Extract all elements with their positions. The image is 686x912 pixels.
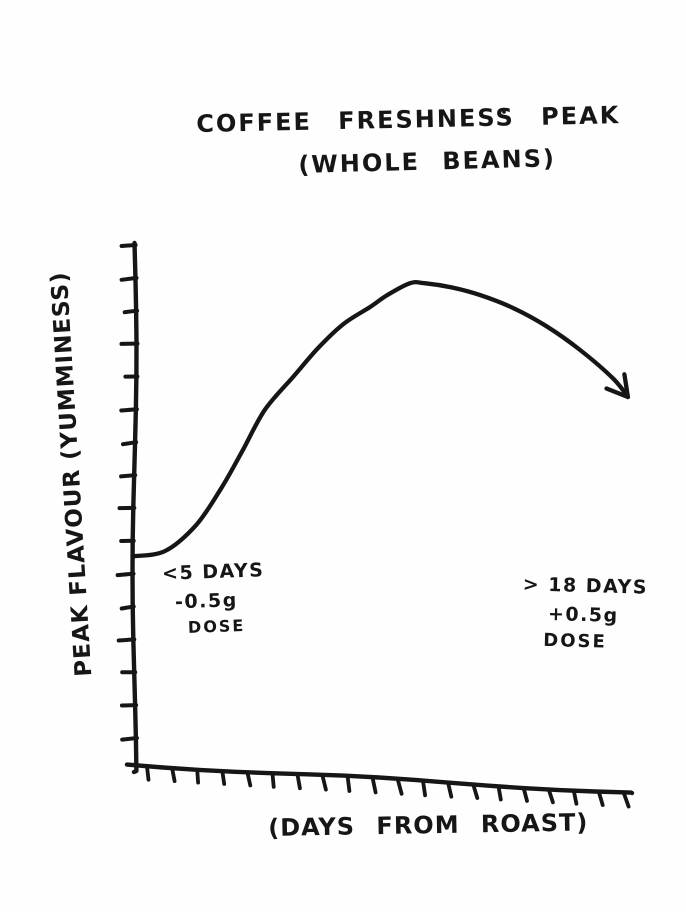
x-axis-tick bbox=[245, 770, 253, 788]
x-axis-tick bbox=[220, 769, 227, 786]
x-axis-tick bbox=[421, 780, 427, 798]
x-axis-tick bbox=[622, 791, 631, 809]
y-axis-tick bbox=[122, 308, 140, 315]
curve-arrowhead bbox=[604, 386, 631, 400]
y-axis-tick bbox=[119, 473, 138, 479]
annotation-line: -0.5g bbox=[174, 588, 239, 614]
annotation-line: > 18 DAYS bbox=[522, 573, 649, 599]
y-axis bbox=[130, 240, 139, 775]
y-axis-tick bbox=[119, 407, 139, 413]
x-axis-tick bbox=[195, 767, 200, 785]
x-axis-tick bbox=[145, 764, 151, 782]
x-axis-tick bbox=[320, 774, 328, 792]
x-axis-tick bbox=[170, 766, 177, 783]
x-axis-tick bbox=[546, 787, 555, 805]
x-axis-tick bbox=[597, 790, 605, 807]
x-axis-tick bbox=[295, 773, 302, 791]
y-axis-tick bbox=[116, 637, 137, 643]
annotation-line: DOSE bbox=[187, 616, 246, 638]
annotation-late-dose: > 18 DAYS +0.5g DOSE bbox=[521, 572, 648, 656]
x-axis-tick bbox=[345, 776, 352, 793]
x-axis-tick bbox=[571, 788, 579, 806]
x-axis-tick bbox=[471, 783, 480, 800]
annotation-line: DOSE bbox=[543, 630, 608, 653]
y-axis-tick bbox=[119, 604, 136, 611]
annotation-early-dose: <5 DAYS -0.5g DOSE bbox=[162, 558, 267, 639]
curve-arrowhead bbox=[622, 372, 631, 400]
x-axis-tick bbox=[521, 786, 529, 803]
y-axis-tick bbox=[119, 275, 139, 282]
y-axis-tick bbox=[115, 571, 136, 578]
x-axis-tick bbox=[446, 781, 454, 799]
x-axis bbox=[124, 762, 635, 796]
y-axis-tick bbox=[119, 243, 138, 248]
annotation-line: +0.5g bbox=[547, 602, 619, 627]
x-axis-tick bbox=[396, 778, 404, 796]
x-axis-label: (DAYS FROM ROAST) bbox=[268, 808, 589, 842]
x-axis-tick bbox=[270, 771, 276, 789]
y-axis-tick bbox=[120, 736, 139, 742]
freshness-curve bbox=[131, 279, 631, 559]
ink-speck bbox=[502, 110, 506, 114]
x-axis-tick bbox=[371, 777, 378, 795]
x-axis-tick bbox=[496, 784, 503, 802]
annotation-line: <5 DAYS bbox=[161, 559, 265, 585]
y-axis-tick bbox=[121, 440, 139, 447]
